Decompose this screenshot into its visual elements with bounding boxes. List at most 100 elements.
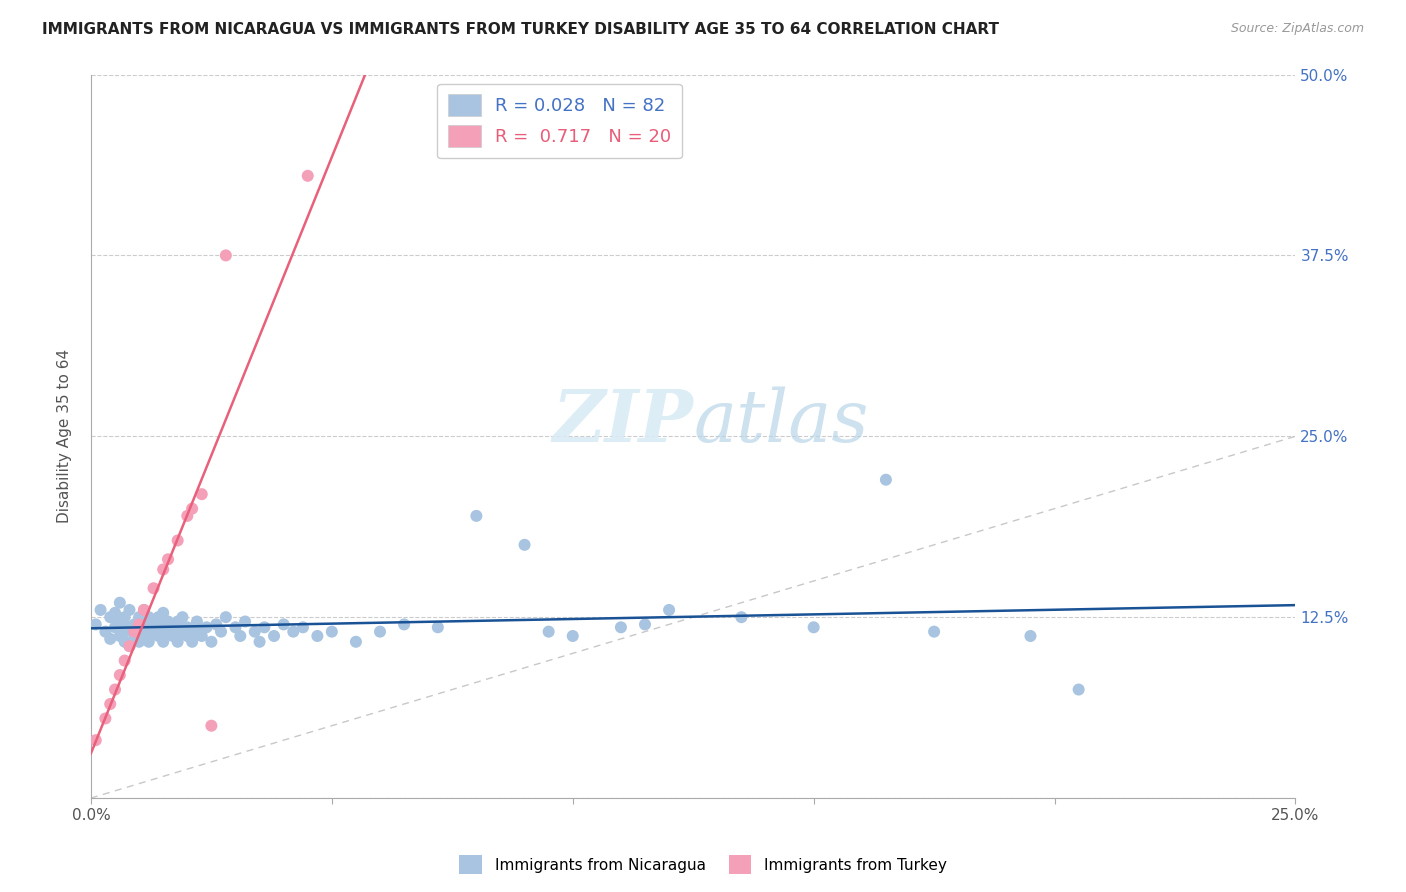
Text: IMMIGRANTS FROM NICARAGUA VS IMMIGRANTS FROM TURKEY DISABILITY AGE 35 TO 64 CORR: IMMIGRANTS FROM NICARAGUA VS IMMIGRANTS … bbox=[42, 22, 1000, 37]
Point bbox=[152, 562, 174, 576]
Point bbox=[426, 620, 449, 634]
Point bbox=[172, 624, 194, 639]
Point bbox=[176, 508, 198, 523]
Point bbox=[132, 603, 155, 617]
Point bbox=[224, 620, 246, 634]
Point bbox=[142, 624, 165, 639]
Point bbox=[162, 620, 184, 634]
Point bbox=[128, 624, 150, 639]
Point bbox=[114, 654, 136, 668]
Point bbox=[132, 603, 155, 617]
Point bbox=[233, 615, 256, 629]
Point bbox=[1019, 629, 1042, 643]
Point bbox=[114, 624, 136, 639]
Point bbox=[108, 615, 131, 629]
Point bbox=[190, 629, 212, 643]
Point bbox=[124, 624, 146, 639]
Point bbox=[128, 610, 150, 624]
Point bbox=[84, 733, 107, 747]
Point bbox=[209, 624, 232, 639]
Point bbox=[138, 620, 160, 634]
Point bbox=[249, 634, 271, 648]
Point bbox=[392, 617, 415, 632]
Point bbox=[465, 508, 488, 523]
Point bbox=[215, 248, 238, 262]
Point bbox=[104, 620, 127, 634]
Point bbox=[730, 610, 752, 624]
Point bbox=[142, 617, 165, 632]
Point bbox=[148, 610, 170, 624]
Point bbox=[157, 615, 180, 629]
Point bbox=[98, 632, 121, 646]
Point bbox=[195, 620, 218, 634]
Point bbox=[132, 615, 155, 629]
Point bbox=[142, 581, 165, 595]
Point bbox=[118, 639, 141, 653]
Legend: R = 0.028   N = 82, R =  0.717   N = 20: R = 0.028 N = 82, R = 0.717 N = 20 bbox=[437, 84, 682, 158]
Point bbox=[803, 620, 825, 634]
Point bbox=[561, 629, 583, 643]
Point bbox=[98, 697, 121, 711]
Point bbox=[253, 620, 276, 634]
Point bbox=[138, 610, 160, 624]
Text: Source: ZipAtlas.com: Source: ZipAtlas.com bbox=[1230, 22, 1364, 36]
Point bbox=[118, 603, 141, 617]
Point bbox=[104, 682, 127, 697]
Point bbox=[176, 620, 198, 634]
Point bbox=[186, 615, 208, 629]
Y-axis label: Disability Age 35 to 64: Disability Age 35 to 64 bbox=[58, 350, 72, 524]
Point bbox=[200, 719, 222, 733]
Point bbox=[108, 668, 131, 682]
Point bbox=[181, 501, 204, 516]
Point bbox=[215, 610, 238, 624]
Point bbox=[128, 617, 150, 632]
Point bbox=[200, 634, 222, 648]
Point bbox=[1067, 682, 1090, 697]
Legend: Immigrants from Nicaragua, Immigrants from Turkey: Immigrants from Nicaragua, Immigrants fr… bbox=[453, 849, 953, 880]
Text: atlas: atlas bbox=[693, 386, 869, 457]
Point bbox=[157, 552, 180, 566]
Point bbox=[138, 634, 160, 648]
Point bbox=[658, 603, 681, 617]
Point bbox=[152, 606, 174, 620]
Point bbox=[84, 617, 107, 632]
Point bbox=[104, 606, 127, 620]
Point bbox=[634, 617, 657, 632]
Point bbox=[875, 473, 897, 487]
Point bbox=[90, 603, 112, 617]
Point bbox=[166, 615, 188, 629]
Point bbox=[94, 711, 117, 725]
Point bbox=[181, 634, 204, 648]
Point bbox=[108, 629, 131, 643]
Point bbox=[118, 639, 141, 653]
Point bbox=[297, 169, 319, 183]
Point bbox=[273, 617, 295, 632]
Point bbox=[157, 624, 180, 639]
Point bbox=[176, 629, 198, 643]
Point bbox=[162, 629, 184, 643]
Point bbox=[186, 624, 208, 639]
Point bbox=[368, 624, 391, 639]
Point bbox=[128, 634, 150, 648]
Point bbox=[321, 624, 343, 639]
Point bbox=[152, 634, 174, 648]
Point bbox=[243, 624, 266, 639]
Point bbox=[172, 610, 194, 624]
Point bbox=[94, 624, 117, 639]
Point bbox=[263, 629, 285, 643]
Point bbox=[124, 629, 146, 643]
Point bbox=[344, 634, 367, 648]
Point bbox=[132, 629, 155, 643]
Point bbox=[118, 620, 141, 634]
Point bbox=[922, 624, 945, 639]
Point bbox=[114, 634, 136, 648]
Point bbox=[98, 610, 121, 624]
Point bbox=[152, 620, 174, 634]
Point bbox=[114, 610, 136, 624]
Point bbox=[291, 620, 314, 634]
Point bbox=[229, 629, 252, 643]
Point bbox=[307, 629, 329, 643]
Point bbox=[205, 617, 228, 632]
Point bbox=[537, 624, 560, 639]
Point bbox=[513, 538, 536, 552]
